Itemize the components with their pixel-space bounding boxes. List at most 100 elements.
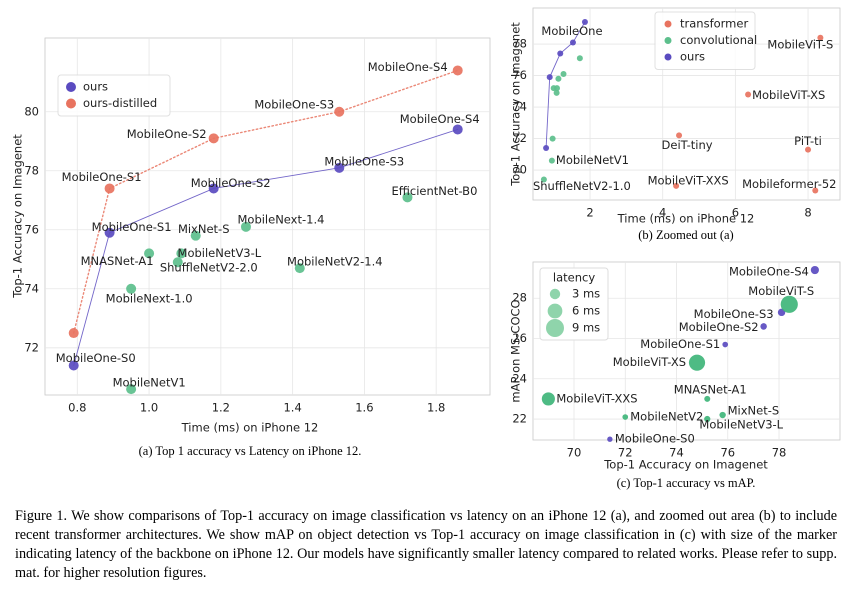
data-point <box>68 360 79 371</box>
legend-label: 9 ms <box>572 321 600 335</box>
point-label: Mobileformer-52 <box>742 177 836 191</box>
data-point <box>144 248 155 259</box>
data-point <box>576 55 583 62</box>
data-point <box>607 436 613 442</box>
point-label: MobileOne-S1 <box>640 337 720 351</box>
data-point <box>176 248 187 259</box>
point-label: MobileNetV3-L <box>178 246 262 260</box>
y-tick-label: 24 <box>512 371 527 385</box>
point-label: ShuffleNetV2-2.0 <box>160 261 258 275</box>
data-point <box>548 157 555 164</box>
data-point <box>543 145 550 152</box>
data-point <box>546 74 553 81</box>
data-point <box>560 70 567 77</box>
legend-marker <box>66 82 76 92</box>
point-label: MobileNetV1 <box>556 153 629 167</box>
data-point <box>126 384 137 395</box>
data-point <box>294 263 305 274</box>
point-label: MobileOne-S0 <box>56 351 136 365</box>
y-tick-label: 72 <box>512 131 527 145</box>
chart-caption: (c) Top-1 accuracy vs mAP. <box>617 476 756 490</box>
data-point <box>581 19 588 26</box>
data-point <box>126 283 137 294</box>
data-point <box>745 91 752 98</box>
data-point <box>553 89 560 96</box>
data-point <box>68 328 79 339</box>
data-point <box>812 187 819 194</box>
x-tick-label: 1.0 <box>140 401 158 415</box>
data-point <box>208 183 219 194</box>
x-axis-label: Top-1 Accuracy on Imagenet <box>603 458 768 472</box>
y-tick-label: 76 <box>24 222 39 236</box>
x-tick-label: 76 <box>720 446 735 460</box>
legend-marker <box>664 53 672 61</box>
data-point <box>452 65 463 76</box>
chart-caption: (b) Zoomed out (a) <box>638 228 733 242</box>
legend-marker <box>546 319 564 337</box>
data-point <box>555 75 562 82</box>
data-point <box>817 34 824 41</box>
data-point <box>688 354 706 371</box>
point-label: MobileOne-S4 <box>368 60 448 74</box>
data-point <box>719 411 726 419</box>
point-label: MixNet-S <box>178 222 230 236</box>
point-label: MobileOne <box>541 24 602 38</box>
point-label: MobileViT-S <box>748 284 814 298</box>
point-label: MobileNetV2 <box>630 410 703 424</box>
legend-marker <box>664 37 672 44</box>
x-tick-label: 6 <box>732 206 739 220</box>
x-tick-label: 72 <box>618 446 633 460</box>
data-point <box>760 323 767 330</box>
point-label: MobileOne-S1 <box>62 170 142 184</box>
point-label: MobileOne-S2 <box>191 176 271 190</box>
y-tick-label: 28 <box>512 291 527 305</box>
point-label: MobileOne-S2 <box>127 127 207 141</box>
data-point <box>553 85 560 92</box>
data-point <box>208 133 219 144</box>
point-label: MobileNetV1 <box>113 376 186 390</box>
x-axis-label: Time (ms) on iPhone 12 <box>617 212 755 226</box>
y-axis-label: Top-1 Accuracy on Imagenet <box>11 134 25 299</box>
legend-label: ours <box>83 80 108 94</box>
legend-label: ours <box>680 50 705 64</box>
y-tick-label: 76 <box>512 68 527 82</box>
x-tick-label: 1.4 <box>283 401 301 415</box>
legend-marker <box>547 303 563 319</box>
point-label: MNASNet-A1 <box>81 254 154 268</box>
data-point <box>402 192 413 203</box>
x-tick-label: 74 <box>669 446 684 460</box>
point-label: MNASNet-A1 <box>674 382 747 396</box>
legend-label: ours-distilled <box>83 96 157 110</box>
y-tick-label: 70 <box>512 163 527 177</box>
y-axis-label: Top-1 Accuracy on Imagenet <box>509 22 523 187</box>
data-point <box>541 392 555 406</box>
x-tick-label: 70 <box>567 446 582 460</box>
legend-marker <box>66 98 76 109</box>
data-point <box>704 415 711 423</box>
data-point <box>780 295 798 313</box>
legend-marker <box>664 20 672 28</box>
data-point <box>810 265 819 275</box>
data-point <box>540 176 547 183</box>
data-point <box>676 132 683 139</box>
legend-label: transformer <box>680 17 748 31</box>
x-tick-label: 78 <box>772 446 787 460</box>
point-label: MobileOne-S3 <box>324 154 404 168</box>
y-tick-label: 74 <box>512 100 527 114</box>
legend-label: 3 ms <box>572 287 600 301</box>
x-tick-label: 1.2 <box>212 401 230 415</box>
data-point <box>172 257 183 268</box>
y-tick-label: 78 <box>24 163 39 177</box>
y-tick-label: 80 <box>24 104 39 118</box>
point-label: MobileViT-XS <box>752 88 825 102</box>
x-axis-label: Time (ms) on iPhone 12 <box>181 421 319 435</box>
x-tick-label: 4 <box>659 206 666 220</box>
figure-caption: Figure 1. We show comparisons of Top-1 a… <box>15 508 837 581</box>
y-axis-label: mAP on MS-COCO <box>509 299 523 402</box>
data-point <box>704 395 711 402</box>
point-label: MobileOne-S2 <box>679 320 759 334</box>
point-label: MobileOne-S4 <box>729 265 809 279</box>
data-point <box>104 183 115 194</box>
figure: 0.8 1.0 1.2 1.4 1.6 1.8 72 74 76 78 80 Time (ms) on… <box>11 7 841 490</box>
